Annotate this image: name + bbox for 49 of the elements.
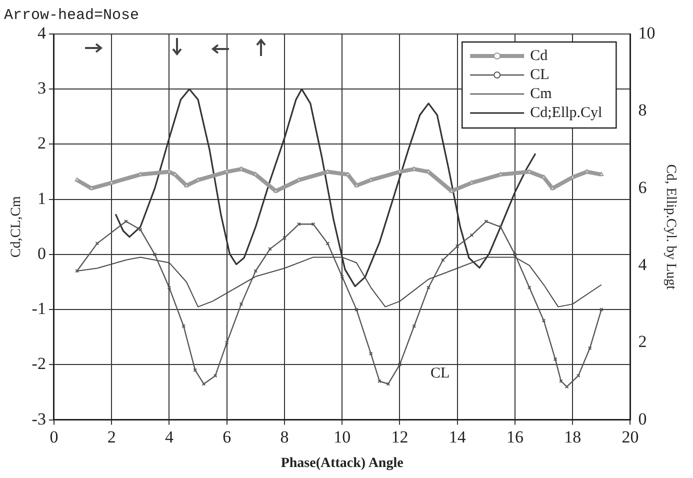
x-tick-label: 14 bbox=[448, 427, 466, 446]
point bbox=[213, 374, 218, 378]
point bbox=[386, 382, 390, 386]
y2-axis-title: Cd, Ellip.Cyl. by Lugt bbox=[662, 164, 678, 290]
y2-tick-label: 6 bbox=[638, 178, 647, 197]
point bbox=[311, 222, 316, 226]
point bbox=[576, 374, 580, 378]
x-tick-label: 6 bbox=[222, 427, 232, 446]
y2-tick-label: 10 bbox=[638, 23, 656, 42]
point bbox=[193, 368, 198, 372]
x-tick-label: 0 bbox=[50, 427, 58, 446]
y-tick-label: 4 bbox=[37, 23, 46, 42]
x-tick-label: 2 bbox=[107, 427, 116, 446]
x-tick-label: 18 bbox=[564, 427, 582, 446]
y-tick-label: -3 bbox=[32, 409, 46, 428]
x-axis-title: Phase(Attack) Angle bbox=[280, 456, 404, 472]
point bbox=[274, 188, 278, 193]
legend-label: Cd;Ellp.Cyl bbox=[530, 104, 602, 121]
annotation: CL bbox=[430, 365, 450, 382]
point bbox=[449, 188, 454, 193]
legend-label: Cd bbox=[530, 48, 548, 64]
x-tick-label: 8 bbox=[280, 427, 289, 446]
x-tick-label: 16 bbox=[506, 427, 524, 446]
y2-tick-label: 2 bbox=[638, 332, 647, 352]
x-tick-label: 12 bbox=[391, 427, 408, 446]
y-tick-label: 3 bbox=[37, 78, 46, 98]
legend-label: Cm bbox=[530, 86, 552, 102]
point bbox=[542, 318, 546, 323]
point bbox=[184, 183, 189, 188]
point bbox=[553, 357, 558, 362]
y-tick-label: 1 bbox=[37, 188, 46, 208]
x-tick-label: 20 bbox=[622, 427, 639, 446]
point bbox=[564, 384, 569, 389]
point bbox=[470, 233, 474, 238]
y-tick-label: -2 bbox=[32, 354, 46, 374]
y2-tick-label: 0 bbox=[638, 409, 647, 428]
y-axis-title: Cd,CL,Cm bbox=[9, 196, 24, 258]
point bbox=[455, 244, 460, 248]
legend-label: CL bbox=[530, 66, 550, 83]
point bbox=[224, 340, 229, 345]
y2-tick-label: 4 bbox=[638, 254, 648, 274]
y-tick-label: -1 bbox=[32, 299, 46, 318]
point bbox=[398, 362, 402, 367]
x-tick-label: 4 bbox=[164, 427, 174, 446]
y-tick-label: 2 bbox=[37, 134, 46, 153]
chart-title: Arrow-head=Nose bbox=[4, 6, 140, 24]
y-tick-label: 0 bbox=[37, 244, 46, 263]
y2-tick-label: 8 bbox=[638, 100, 647, 120]
x-tick-label: 10 bbox=[334, 427, 351, 446]
